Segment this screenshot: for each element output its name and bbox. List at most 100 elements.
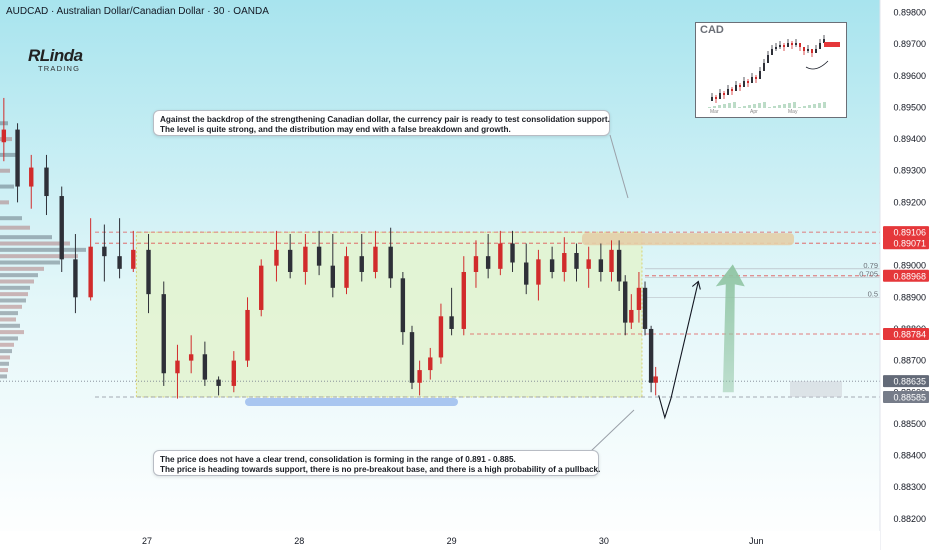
candle-body — [642, 287, 648, 329]
forecast-path — [658, 281, 699, 420]
level-tag-bg-0.88784 — [883, 328, 929, 341]
candle-body — [461, 271, 466, 329]
candle-body — [574, 253, 579, 269]
candle-body — [609, 249, 614, 272]
fib-label-0.79: 0.79 — [863, 261, 878, 270]
volume-profile-row — [0, 317, 16, 322]
volume-profile-row — [0, 260, 60, 265]
candle-body — [417, 370, 422, 383]
candle-body — [485, 256, 491, 269]
volume-profile-row — [0, 355, 10, 360]
inset-volume-bar — [793, 102, 796, 108]
inset-volume-bar — [788, 103, 791, 108]
level-tag-bg-0.89106 — [883, 226, 929, 239]
fib-label-0.705: 0.705 — [859, 269, 878, 278]
annotation-top: Against the backdrop of the strengthenin… — [153, 110, 610, 136]
level-tag-bg-0.88585 — [883, 390, 929, 403]
candle-body — [636, 287, 642, 310]
volume-profile-row — [0, 168, 10, 173]
forecast-arrowhead — [691, 280, 701, 290]
level-tag-0.88585: 0.88585 — [893, 392, 926, 402]
inset-volume-bar — [823, 102, 826, 108]
inset-volume-bar — [723, 104, 726, 108]
inset-volume-bar — [728, 103, 731, 108]
candle-body — [409, 332, 415, 383]
inset-volume-bar — [743, 106, 746, 108]
volume-profile-row — [0, 279, 34, 284]
inset-candle-body — [755, 77, 757, 79]
date-label-27: 27 — [142, 536, 152, 546]
candle-body — [44, 167, 49, 197]
price-tick-0.88500: 0.88500 — [893, 419, 926, 429]
inset-volume-bar — [733, 102, 736, 108]
inset-volume-bar — [808, 105, 811, 108]
inset-candle-body — [787, 43, 789, 47]
inset-candle-body — [767, 55, 769, 63]
volume-profile-row — [0, 152, 16, 157]
volume-profile-row — [0, 254, 78, 259]
inset-candle-body — [783, 45, 785, 47]
volume-profile-row — [0, 184, 14, 189]
candle-body — [388, 246, 393, 279]
inset-volume-bar — [758, 103, 761, 108]
volume-profile-row — [0, 216, 22, 221]
candle-body — [287, 249, 293, 272]
price-tick-0.89000: 0.89000 — [893, 261, 926, 271]
candle-body — [59, 196, 64, 260]
candle-body — [536, 259, 541, 285]
volume-profile-row — [0, 285, 30, 290]
inset-volume-bar — [798, 107, 801, 108]
inset-candle-body — [779, 45, 781, 47]
volume-profile-row — [0, 200, 9, 205]
candle-body — [598, 259, 604, 272]
candle-body — [1, 129, 7, 143]
inset-candle-body — [743, 81, 745, 87]
annotation-top-line-1: Against the backdrop of the strengthenin… — [160, 115, 610, 124]
inset-candle-body — [727, 89, 729, 95]
time-axis[interactable]: 27 28 29 30 Jun — [142, 536, 763, 546]
inset-volume-bar — [818, 103, 821, 108]
level-tag-bg-0.89071 — [883, 237, 929, 250]
inset-candle-body — [775, 47, 777, 49]
price-tick-0.89600: 0.89600 — [893, 71, 926, 81]
level-tag-0.88635: 0.88635 — [893, 377, 926, 387]
inset-candle-body — [739, 85, 741, 87]
volume-profile-row — [0, 247, 86, 252]
price-tick-0.88400: 0.88400 — [893, 451, 926, 461]
volume-profile-row — [0, 311, 18, 316]
fib-levels: 0.790.705 0.5 — [645, 261, 880, 299]
candle-body — [88, 246, 93, 298]
price-tick-0.88200: 0.88200 — [893, 514, 926, 524]
candle-body — [586, 259, 591, 269]
price-tick-0.89200: 0.89200 — [893, 197, 926, 207]
candle-body — [373, 246, 378, 272]
inset-chart — [708, 35, 840, 108]
price-tick-0.88900: 0.88900 — [893, 292, 926, 302]
inset-month-may: May — [788, 109, 798, 115]
candle-body — [131, 249, 136, 269]
candle-body — [400, 278, 406, 333]
date-label-Jun: Jun — [749, 536, 764, 546]
inset-candle-body — [763, 63, 765, 71]
candle-body — [188, 354, 194, 361]
candle-body — [330, 265, 336, 288]
price-axis[interactable]: 0.89800 0.89700 0.89600 0.89500 0.89400 0.893… — [893, 7, 926, 523]
inset-candle-body — [747, 81, 749, 83]
inset-candle-body — [823, 39, 825, 43]
candle-body — [175, 360, 180, 374]
inset-candle-body — [799, 43, 801, 47]
volume-profile-row — [0, 330, 24, 335]
inset-candle-body — [719, 93, 721, 99]
chart-title: AUDCAD · Australian Dollar/Canadian Doll… — [6, 6, 269, 17]
cad-index-inset: CAD Mar Apr May — [695, 22, 847, 118]
inset-candle-body — [711, 97, 713, 101]
volume-profile-row — [0, 292, 28, 297]
price-tick-0.89800: 0.89800 — [893, 7, 926, 17]
volume-profile-row — [0, 266, 44, 271]
price-tick-0.89700: 0.89700 — [893, 39, 926, 49]
candle-body — [202, 354, 208, 380]
inset-candle-body — [751, 77, 753, 83]
inset-volume-bar — [738, 107, 741, 108]
price-tick-0.89500: 0.89500 — [893, 102, 926, 112]
